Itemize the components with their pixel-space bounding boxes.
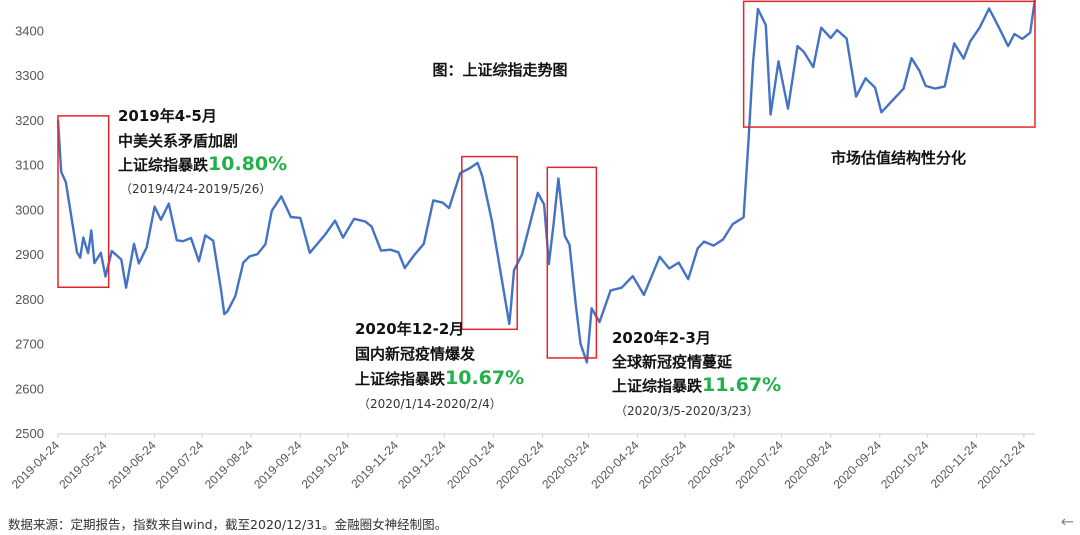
x-tick-label: 2019-09-24 — [251, 438, 305, 492]
x-tick-label: 2020-01-24 — [444, 438, 498, 492]
x-tick-label: 2020-11-24 — [928, 438, 981, 491]
x-tick-label: 2020-09-24 — [831, 438, 885, 492]
x-tick-label: 2019-11-24 — [348, 438, 401, 491]
annotation-3-pct: 11.67% — [702, 374, 781, 396]
x-axis: 2019-04-242019-05-242019-06-242019-07-24… — [9, 434, 1028, 492]
highlight-box-2020-mar — [546, 166, 598, 359]
y-tick-label: 3100 — [15, 158, 44, 173]
annotation-1-range: （2019/4/24-2019/5/26） — [120, 182, 271, 196]
annotation-2-drop-text: 上证综指暴跌 — [355, 370, 446, 388]
y-tick-label: 3200 — [15, 113, 44, 128]
back-arrow-icon[interactable]: ← — [1060, 512, 1074, 531]
x-tick-label: 2020-02-24 — [493, 438, 547, 492]
highlight-box-2020-h2 — [742, 0, 1036, 128]
annotation-1-title: 2019年4-5月 — [118, 107, 217, 125]
y-tick-label: 3300 — [15, 68, 44, 83]
source-note: 数据来源：定期报告，指数来自wind，截至2020/12/31。金融圈女神经制图… — [8, 517, 448, 532]
annotation-1-drop-text: 上证综指暴跌 — [118, 156, 209, 174]
series-line — [56, 0, 1037, 364]
x-tick-label: 2019-12-24 — [395, 438, 449, 492]
x-tick-label: 2020-04-24 — [588, 438, 642, 492]
annotation-2-range: （2020/1/14-2020/2/4） — [358, 397, 502, 411]
y-tick-label: 2700 — [15, 337, 44, 352]
x-tick-label: 2020-12-24 — [975, 438, 1029, 492]
annotation-1-pct: 10.80% — [208, 153, 287, 175]
y-tick-label: 2600 — [15, 381, 44, 396]
annotation-1-drop: 上证综指暴跌10.80% — [118, 153, 287, 175]
x-tick-label: 2019-04-24 — [9, 438, 63, 492]
annotation-2-pct: 10.67% — [445, 367, 524, 389]
annotation-2-drop: 上证综指暴跌10.67% — [355, 367, 524, 389]
x-tick-label: 2020-03-24 — [539, 438, 593, 492]
annotation-3-cause: 全球新冠疫情蔓延 — [611, 353, 733, 371]
annotation-2-title: 2020年12-2月 — [355, 320, 464, 338]
chart-title: 图：上证综指走势图 — [432, 61, 567, 79]
annotation-3-drop: 上证综指暴跌11.67% — [612, 374, 781, 396]
y-tick-label: 2500 — [15, 426, 44, 441]
annotation-3-drop-text: 上证综指暴跌 — [612, 377, 703, 395]
annotation-4-label: 市场估值结构性分化 — [831, 149, 966, 167]
x-tick-label: 2020-05-24 — [636, 438, 690, 492]
y-tick-label: 2900 — [15, 247, 44, 262]
y-tick-label: 3400 — [15, 23, 44, 38]
y-tick-label: 2800 — [15, 292, 44, 307]
x-tick-label: 2019-10-24 — [299, 438, 353, 492]
line-chart: 2500 2600 2700 2800 2900 3000 3100 3200 3300 3400… — [9, 0, 1037, 492]
x-tick-label: 2020-07-24 — [732, 438, 786, 492]
x-tick-label: 2020-08-24 — [782, 438, 836, 492]
x-tick-label: 2019-06-24 — [105, 438, 159, 492]
x-tick-label: 2019-05-24 — [56, 438, 110, 492]
highlight-box-2019-apr-may — [57, 115, 110, 288]
annotation-3-title: 2020年2-3月 — [612, 329, 711, 347]
annotation-3-range: （2020/3/5-2020/3/23） — [615, 404, 759, 418]
annotation-2-cause: 国内新冠疫情爆发 — [355, 345, 476, 363]
x-tick-label: 2019-07-24 — [153, 438, 207, 492]
x-tick-label: 2020-10-24 — [878, 438, 932, 492]
y-tick-label: 3000 — [15, 202, 44, 217]
highlight-box-2020-jan-feb — [461, 155, 518, 331]
x-tick-label: 2020-06-24 — [685, 438, 739, 492]
y-axis: 2500 2600 2700 2800 2900 3000 3100 3200 3300 3400 — [15, 23, 44, 441]
annotation-1-cause: 中美关系矛盾加剧 — [118, 132, 238, 150]
x-tick-label: 2019-08-24 — [202, 438, 256, 492]
